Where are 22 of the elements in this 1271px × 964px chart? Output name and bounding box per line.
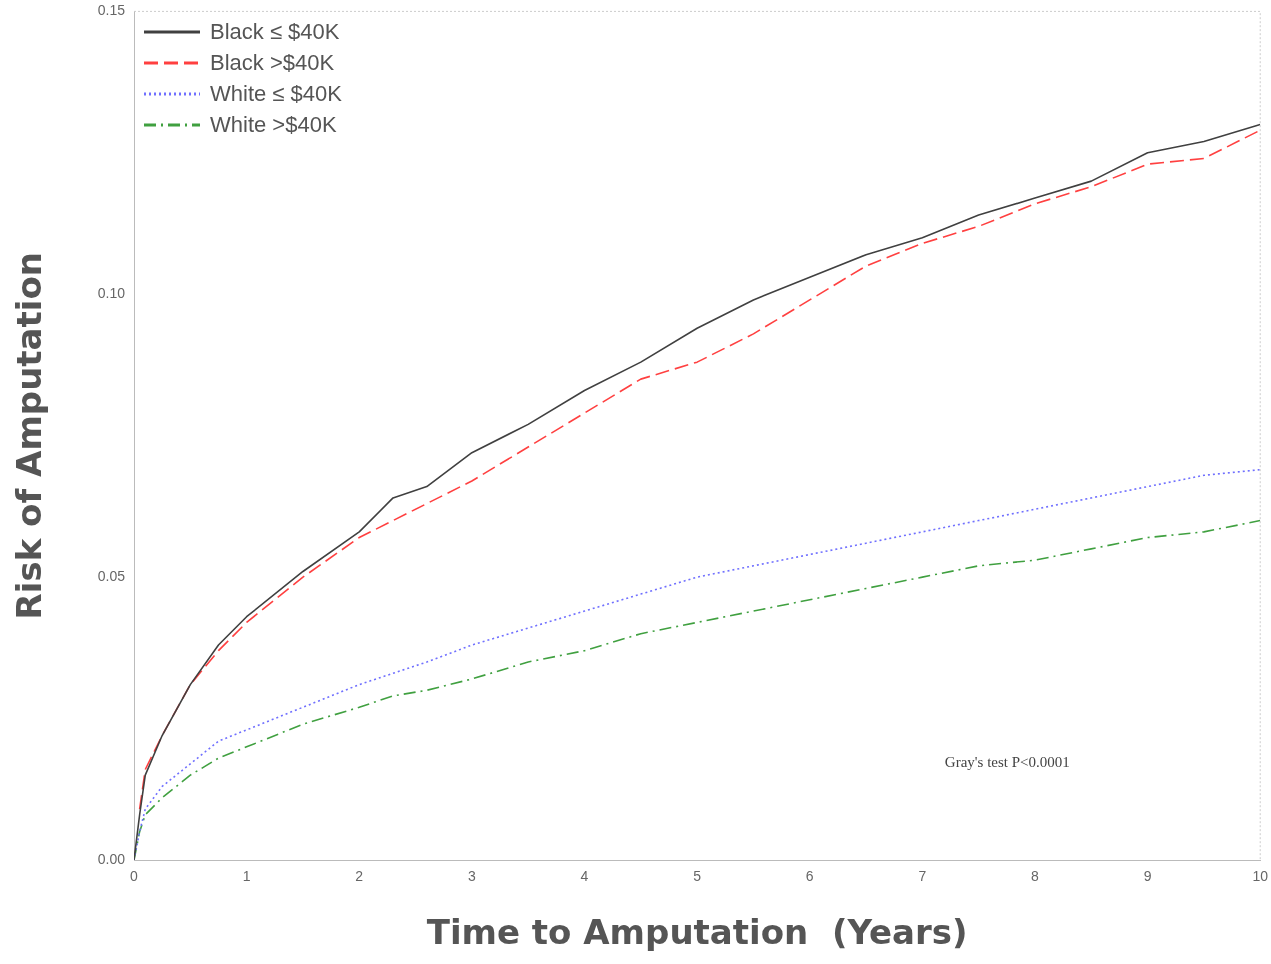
legend-label: White >$40K bbox=[210, 111, 337, 139]
x-tick-label: 10 bbox=[1252, 868, 1269, 885]
y-tick-label: 0.10 bbox=[97, 285, 126, 302]
x-tick-label: 9 bbox=[1143, 868, 1152, 885]
y-tick-label: 0.00 bbox=[97, 850, 126, 867]
legend-label: Black >$40K bbox=[210, 49, 335, 77]
x-tick-label: 0 bbox=[130, 868, 139, 885]
y-tick-label: 0.15 bbox=[97, 2, 126, 19]
annotation: Gray's test P<0.0001 bbox=[944, 753, 1070, 771]
legend-label: Black ≤ $40K bbox=[210, 18, 340, 46]
x-tick-label: 8 bbox=[1031, 868, 1040, 885]
x-tick-label: 7 bbox=[918, 868, 927, 885]
x-tick-label: 4 bbox=[580, 868, 589, 885]
x-tick-label: 3 bbox=[467, 868, 476, 885]
x-tick-label: 5 bbox=[693, 868, 702, 885]
x-axis-title: Time to Amputation (Years) bbox=[426, 912, 968, 953]
x-tick-label: 1 bbox=[242, 868, 251, 885]
x-tick-label: 6 bbox=[805, 868, 814, 885]
legend-label: White ≤ $40K bbox=[210, 80, 342, 108]
x-tick-label: 2 bbox=[355, 868, 364, 885]
y-axis-title: Risk of Amputation bbox=[9, 251, 50, 620]
y-tick-label: 0.05 bbox=[97, 567, 126, 584]
